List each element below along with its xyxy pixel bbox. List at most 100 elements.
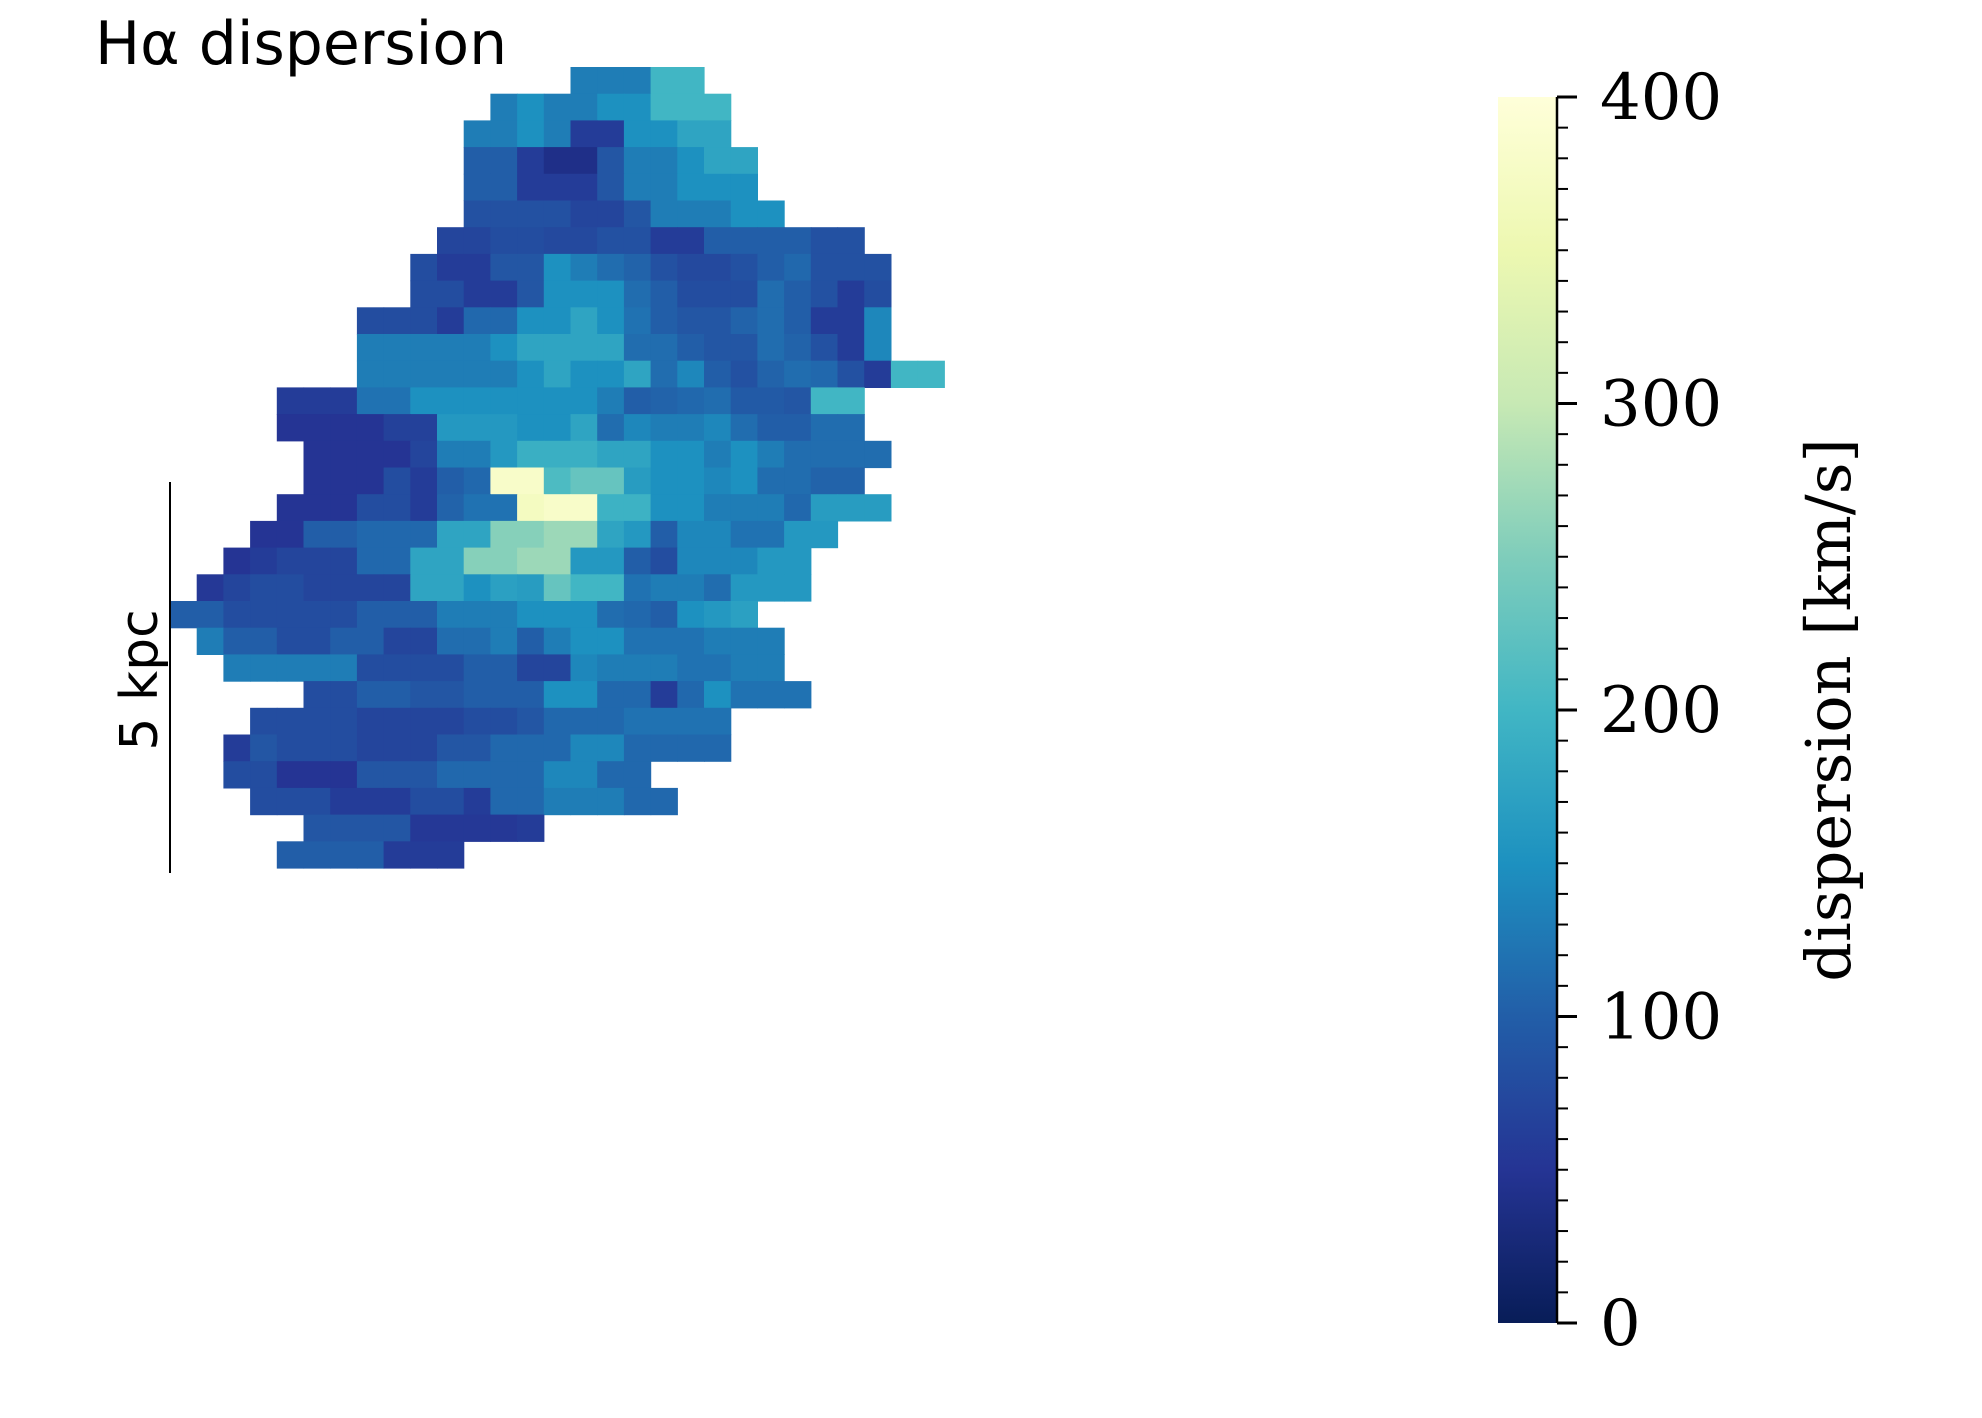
heatmap-cell <box>383 681 411 709</box>
heatmap-cell <box>463 707 491 736</box>
colorbar-tick-label: 400 <box>1600 61 1722 135</box>
heatmap-cell <box>517 93 545 121</box>
heatmap-cell <box>437 387 465 415</box>
heatmap-cell <box>383 841 411 869</box>
heatmap-cell <box>517 574 545 602</box>
heatmap-cell <box>570 414 598 442</box>
heatmap-cell <box>463 574 491 602</box>
heatmap-cell <box>223 627 251 655</box>
colorbar-tick-label: 300 <box>1600 368 1722 442</box>
heatmap-cell <box>410 494 438 522</box>
heatmap-cell <box>623 787 652 816</box>
heatmap-cell <box>517 440 545 469</box>
heatmap-cell <box>250 734 278 762</box>
heatmap-cell <box>356 547 385 575</box>
heatmap-cell <box>410 574 438 602</box>
heatmap-cell <box>490 467 518 495</box>
heatmap-cell <box>437 787 465 816</box>
heatmap-cell <box>570 147 598 175</box>
heatmap-cell <box>437 280 465 308</box>
heatmap-cell <box>276 601 305 629</box>
heatmap-cell <box>650 467 678 495</box>
heatmap-cell <box>837 307 865 335</box>
heatmap-cell <box>597 360 625 388</box>
heatmap-cell <box>623 440 652 469</box>
heatmap-cell <box>250 654 278 682</box>
heatmap-cell <box>276 707 305 736</box>
heatmap-cell <box>410 627 438 655</box>
heatmap-cell <box>490 494 518 522</box>
heatmap-cell <box>570 574 598 602</box>
heatmap-cell <box>570 334 598 362</box>
heatmap-cell <box>650 200 678 228</box>
heatmap-cell <box>810 280 839 308</box>
heatmap-cell <box>810 334 839 362</box>
heatmap-cell <box>410 280 438 308</box>
heatmap-cell <box>784 280 812 308</box>
heatmap-cell <box>543 707 572 736</box>
heatmap-cell <box>490 147 518 175</box>
heatmap-cell <box>250 520 278 549</box>
heatmap-cell <box>837 280 865 308</box>
scale-bar-label: 5 kpc <box>110 609 170 750</box>
heatmap-cell <box>730 253 758 282</box>
heatmap-cell <box>356 307 385 335</box>
heatmap-cell <box>597 387 625 415</box>
heatmap-cell <box>517 707 545 736</box>
heatmap-cell <box>410 360 438 388</box>
heatmap-cell <box>517 334 545 362</box>
heatmap-cell <box>704 307 732 335</box>
heatmap-cell <box>650 414 678 442</box>
heatmap-cell <box>597 681 625 709</box>
heatmap-cell <box>356 787 385 816</box>
heatmap-cell <box>597 601 625 629</box>
heatmap-cell <box>410 707 438 736</box>
heatmap-cell <box>463 494 491 522</box>
heatmap-cell <box>517 467 545 495</box>
heatmap-cell <box>463 787 491 816</box>
heatmap-cell <box>437 227 465 255</box>
heatmap-cell <box>463 814 491 842</box>
heatmap-cell <box>784 494 812 522</box>
dispersion-map <box>170 67 945 869</box>
heatmap-cell <box>597 761 625 789</box>
heatmap-cell <box>303 601 331 629</box>
heatmap-cell <box>810 360 839 388</box>
heatmap-cell <box>463 654 491 682</box>
heatmap-cell <box>356 734 385 762</box>
heatmap-cell <box>196 627 224 655</box>
heatmap-cell <box>543 467 572 495</box>
heatmap-cell <box>356 574 385 602</box>
heatmap-cell <box>730 387 758 415</box>
heatmap-cell <box>677 440 705 469</box>
heatmap-cell <box>410 547 438 575</box>
heatmap-cell <box>730 467 758 495</box>
heatmap-cell <box>410 814 438 842</box>
heatmap-cell <box>837 387 865 415</box>
heatmap-cell <box>490 574 518 602</box>
heatmap-cell <box>223 601 251 629</box>
heatmap-cell <box>784 440 812 469</box>
heatmap-cell <box>517 761 545 789</box>
heatmap-cell <box>917 360 945 388</box>
heatmap-cell <box>437 467 465 495</box>
heatmap-cell <box>303 440 331 469</box>
heatmap-cell <box>704 494 732 522</box>
heatmap-cell <box>543 787 572 816</box>
heatmap-cell <box>303 574 331 602</box>
heatmap-cell <box>490 787 518 816</box>
heatmap-cell <box>517 253 545 282</box>
heatmap-cell <box>570 440 598 469</box>
heatmap-cell <box>356 707 385 736</box>
heatmap-cell <box>356 334 385 362</box>
heatmap-cell <box>410 467 438 495</box>
heatmap-cell <box>704 414 732 442</box>
heatmap-cell <box>330 734 358 762</box>
heatmap-cell <box>410 520 438 549</box>
heatmap-cell <box>410 681 438 709</box>
heatmap-cell <box>223 734 251 762</box>
heatmap-cell <box>463 200 491 228</box>
heatmap-cell <box>463 120 491 148</box>
heatmap-cell <box>303 734 331 762</box>
heatmap-cell <box>570 707 598 736</box>
